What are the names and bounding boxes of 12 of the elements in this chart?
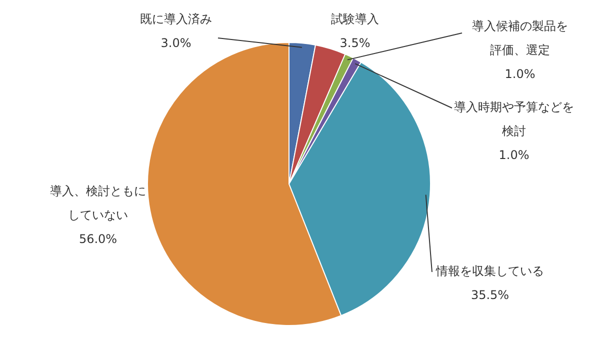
slice-label: 導入時期や予算などを検討 bbox=[454, 100, 574, 138]
data-label: 3.0% bbox=[160, 36, 192, 50]
data-label: 3.5% bbox=[340, 36, 370, 50]
data-label: 1.0% bbox=[504, 67, 536, 82]
slice-label: 情報を収集している bbox=[435, 264, 544, 278]
data-label: 56.0% bbox=[78, 232, 118, 246]
slice-label: 導入候補の製品を評価、選定 bbox=[472, 19, 568, 58]
data-label: 1.0% bbox=[498, 148, 530, 162]
data-label: 35.5% bbox=[470, 288, 510, 302]
slice-label: 導入、検討ともにしていない bbox=[50, 184, 146, 222]
slice-label: 試験導入 bbox=[331, 12, 379, 26]
slice-label: 既に導入済み bbox=[140, 12, 212, 26]
